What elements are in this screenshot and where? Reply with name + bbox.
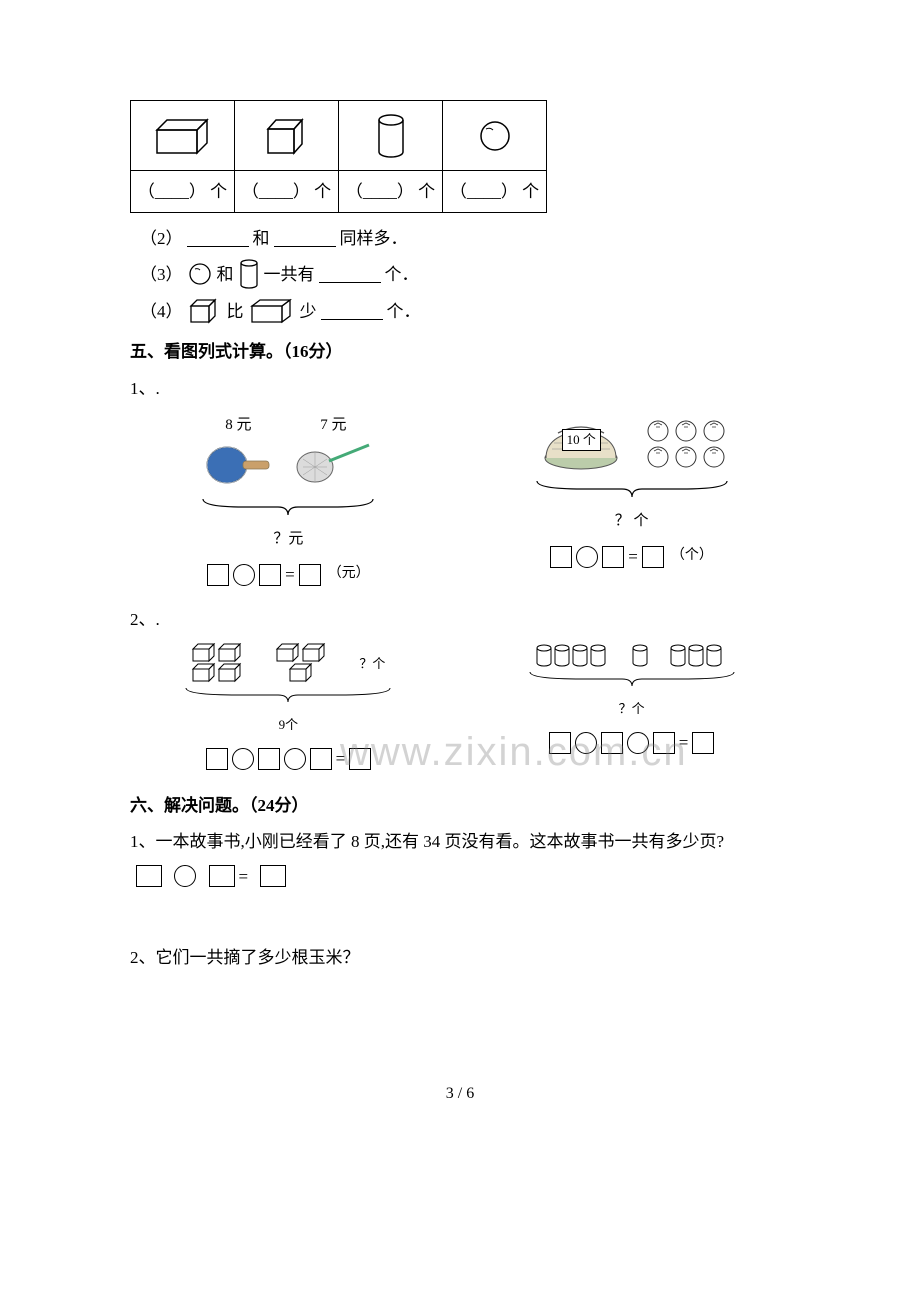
- question-3: （3） 和 一共有 个．: [140, 258, 790, 290]
- brace-icon: [178, 686, 398, 704]
- equation-1-right: =（个）: [473, 543, 790, 570]
- total-9: 9个: [130, 715, 447, 736]
- cubes-group-3-icon: [275, 643, 329, 685]
- problem-2-figures: ？个 9个 =: [130, 643, 790, 780]
- cell-cylinder: [339, 101, 443, 171]
- sphere-icon: [476, 117, 514, 155]
- problem-1-left: 8 元 7 元 ？元: [130, 413, 447, 597]
- problem-2-right: ？个 =: [473, 643, 790, 764]
- buns-icon: [644, 419, 726, 471]
- page-number: 3 / 6: [130, 1081, 790, 1107]
- cuboid-icon: [152, 115, 214, 157]
- cylinders-1-icon: [631, 643, 651, 669]
- q-inner-left: ？个: [359, 654, 385, 675]
- problem-2-num: 2、.: [130, 606, 790, 633]
- cube-small-icon: [187, 296, 223, 326]
- cuboid-small-icon: [248, 296, 296, 326]
- equation-2-right: =: [473, 729, 790, 756]
- cell-cube: [235, 101, 339, 171]
- price-label-1: 8 元: [203, 413, 273, 437]
- q-yuan: ？元: [130, 527, 447, 551]
- brace-icon: [522, 670, 742, 688]
- sphere-small-icon: [187, 261, 213, 287]
- count-cell-1: （____） 个: [131, 171, 235, 213]
- total-q-right: ？个: [473, 699, 790, 720]
- count-cell-2: （____） 个: [235, 171, 339, 213]
- brace-icon: [527, 479, 737, 499]
- basket-label: 10 个: [562, 429, 601, 452]
- section-6-title: 六、解决问题。（24分）: [130, 792, 790, 819]
- equation-2-left: =: [130, 745, 447, 772]
- badminton-racket-icon: [293, 441, 373, 489]
- cubes-group-4-icon: [191, 643, 245, 685]
- problem-2-left: ？个 9个 =: [130, 643, 447, 780]
- cell-sphere: [443, 101, 547, 171]
- problem-1-figures: 8 元 7 元 ？元: [130, 413, 790, 597]
- price-label-2: 7 元: [293, 413, 373, 437]
- question-2: （2） 和 同样多．: [140, 225, 790, 252]
- shapes-table: （____） 个 （____） 个 （____） 个 （____） 个: [130, 100, 547, 213]
- equation-solve-1: =: [136, 863, 790, 890]
- question-4: （4） 比 少 个．: [140, 296, 790, 326]
- cylinder-small-icon: [238, 258, 260, 290]
- brace-icon: [193, 497, 383, 517]
- cylinder-icon: [374, 112, 408, 160]
- count-cell-4: （____） 个: [443, 171, 547, 213]
- cell-cuboid: [131, 101, 235, 171]
- count-cell-3: （____） 个: [339, 171, 443, 213]
- section-5-title: 五、看图列式计算。（16分）: [130, 338, 790, 365]
- cylinders-4-icon: [535, 643, 613, 669]
- problem-1-num: 1、.: [130, 375, 790, 402]
- solve-1-text: 1、一本故事书,小刚已经看了 8 页,还有 34 页没有看。这本故事书一共有多少…: [130, 828, 790, 855]
- cube-icon: [262, 115, 312, 157]
- cylinders-3-icon: [669, 643, 729, 669]
- pingpong-paddle-icon: [203, 441, 273, 489]
- solve-2-text: 2、它们一共摘了多少根玉米？: [130, 944, 790, 971]
- equation-1-left: =（元）: [130, 561, 447, 588]
- q-ge: ？ 个: [473, 509, 790, 533]
- problem-1-right: 10 个: [473, 413, 790, 579]
